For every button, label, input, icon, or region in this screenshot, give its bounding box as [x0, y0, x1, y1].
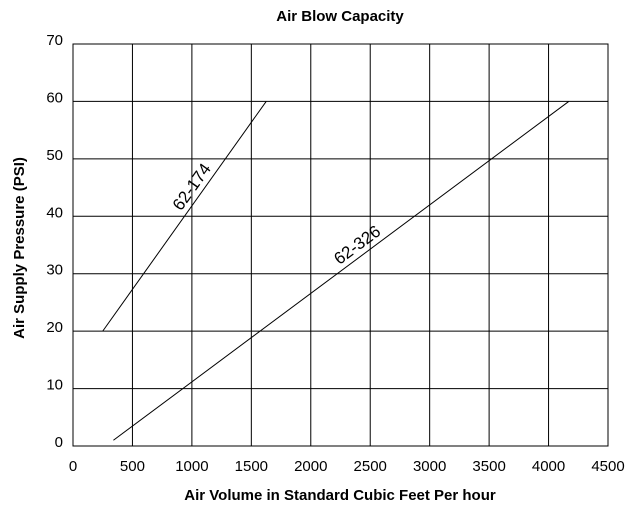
- x-tick-label: 500: [120, 458, 145, 475]
- y-tick-label: 50: [46, 147, 63, 164]
- y-tick-label: 0: [55, 434, 63, 451]
- chart-title: Air Blow Capacity: [276, 8, 404, 25]
- y-tick-label: 30: [46, 262, 63, 279]
- x-tick-label: 1000: [175, 458, 208, 475]
- x-tick-label: 4500: [591, 458, 624, 475]
- x-tick-label: 2000: [294, 458, 327, 475]
- plot-border: [72, 43, 609, 447]
- x-tick-label: 4000: [532, 458, 565, 475]
- y-axis-label: Air Supply Pressure (PSI): [11, 157, 28, 339]
- x-tick-label: 3000: [413, 458, 446, 475]
- y-tick-label: 70: [46, 32, 63, 49]
- x-tick-label: 2500: [354, 458, 387, 475]
- data-line: [102, 101, 267, 332]
- x-tick-label: 3500: [472, 458, 505, 475]
- y-tick-label: 40: [46, 204, 63, 221]
- y-tick-label: 60: [46, 89, 63, 106]
- x-tick-label: 1500: [235, 458, 268, 475]
- x-tick-label: 0: [69, 458, 77, 475]
- y-tick-label: 20: [46, 319, 63, 336]
- x-axis-label: Air Volume in Standard Cubic Feet Per ho…: [184, 487, 496, 504]
- y-tick-label: 10: [46, 377, 63, 394]
- data-line: [113, 101, 570, 441]
